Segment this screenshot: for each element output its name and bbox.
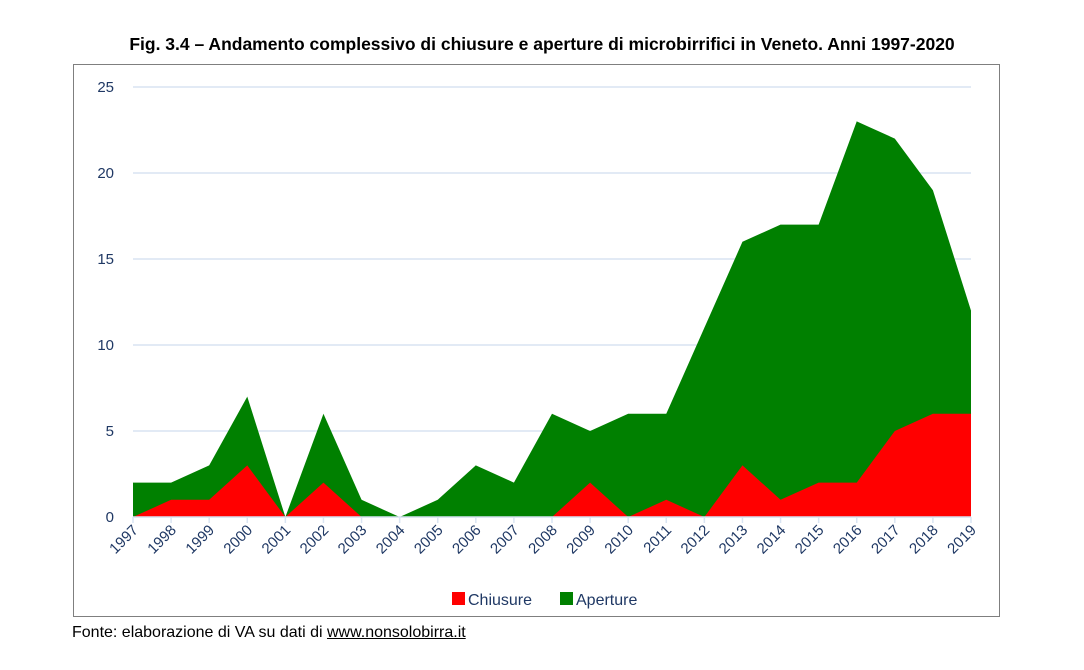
x-tick-label: 2014 bbox=[754, 522, 790, 558]
x-tick-label: 2001 bbox=[259, 522, 295, 558]
source-link[interactable]: www.nonsolobirra.it bbox=[326, 624, 466, 641]
y-tick-label: 0 bbox=[106, 509, 114, 526]
area-chiusure bbox=[133, 413, 971, 517]
x-tick-label: 2006 bbox=[449, 522, 485, 558]
x-tick-label: 2002 bbox=[297, 522, 333, 558]
y-tick-label: 10 bbox=[97, 337, 114, 354]
x-tick-label: 2012 bbox=[678, 522, 714, 558]
x-tick-label: 2003 bbox=[335, 522, 371, 558]
y-tick-label: 20 bbox=[97, 165, 114, 182]
x-tick-label: 2010 bbox=[601, 522, 637, 558]
y-tick-label: 15 bbox=[97, 251, 114, 268]
x-tick-label: 2009 bbox=[563, 522, 599, 558]
area-aperture bbox=[133, 121, 971, 518]
chart-title: Fig. 3.4 – Andamento complessivo di chiu… bbox=[129, 34, 955, 54]
x-tick-label: 2000 bbox=[220, 522, 256, 558]
legend-label-aperture: Aperture bbox=[576, 592, 637, 609]
y-tick-label: 25 bbox=[97, 79, 114, 96]
x-tick-label: 2011 bbox=[640, 522, 675, 557]
x-tick-label: 2007 bbox=[487, 522, 523, 558]
chart-frame bbox=[73, 64, 1000, 617]
x-tick-label: 1999 bbox=[182, 522, 218, 558]
y-tick-label: 5 bbox=[106, 423, 114, 440]
x-tick-label: 2017 bbox=[868, 522, 904, 558]
legend-swatch-chiusure bbox=[452, 592, 465, 605]
x-tick-label: 1998 bbox=[144, 522, 180, 558]
x-tick-label: 2019 bbox=[944, 522, 980, 558]
source-prefix: Fonte: elaborazione di VA su dati di bbox=[72, 624, 327, 641]
x-tick-label: 2018 bbox=[906, 522, 942, 558]
x-tick-label: 2005 bbox=[411, 522, 447, 558]
x-tick-label: 2016 bbox=[830, 522, 866, 558]
x-tick-label: 2015 bbox=[792, 522, 828, 558]
legend-swatch-aperture bbox=[560, 592, 573, 605]
x-tick-label: 1997 bbox=[106, 522, 142, 558]
x-tick-label: 2008 bbox=[525, 522, 561, 558]
x-tick-label: 2013 bbox=[716, 522, 752, 558]
source-note: Fonte: elaborazione di VA su dati di www… bbox=[72, 624, 466, 642]
x-tick-label: 2004 bbox=[373, 522, 409, 558]
legend-label-chiusure: Chiusure bbox=[468, 592, 532, 609]
